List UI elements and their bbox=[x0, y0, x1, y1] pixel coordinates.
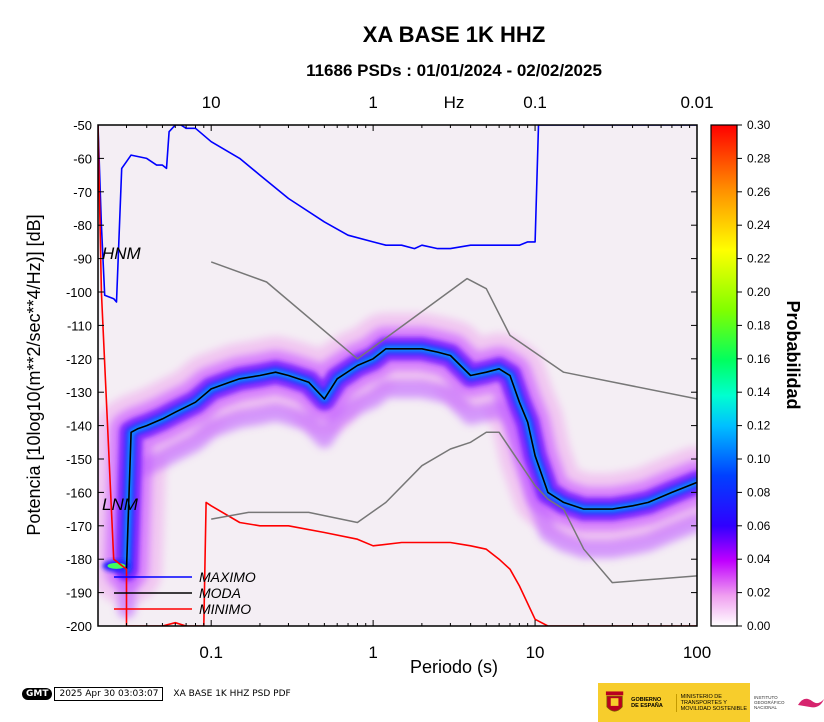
plot-frame bbox=[97, 124, 698, 627]
density-secondary bbox=[117, 379, 697, 619]
colorbar-tick-label: 0.06 bbox=[747, 519, 771, 533]
y-tick-label: -70 bbox=[73, 185, 92, 200]
y-axis-label: Potencia [10log10(m**2/sec**4/Hz)] [dB] bbox=[24, 214, 44, 535]
top-tick-label: 0.01 bbox=[680, 93, 713, 112]
colorbar-tick-label: 0.18 bbox=[747, 318, 771, 332]
y-tick-label: -180 bbox=[66, 552, 92, 567]
y-tick-label: -120 bbox=[66, 352, 92, 367]
colorbar-label: Probabilidad bbox=[783, 300, 803, 409]
top-tick-label: 1 bbox=[368, 93, 377, 112]
legend-label-minimo: MINIMO bbox=[199, 601, 251, 617]
colorbar-tick-label: 0.08 bbox=[747, 485, 771, 499]
y-tick-label: -90 bbox=[73, 252, 92, 267]
government-text: GOBIERNO DE ESPAÑA bbox=[631, 696, 663, 709]
x-tick-label: 1 bbox=[368, 643, 377, 662]
lnm-label: LNM bbox=[102, 495, 139, 514]
coat-of-arms-icon bbox=[605, 690, 624, 712]
chart-subtitle: 11686 PSDs : 01/01/2024 - 02/02/2025 bbox=[306, 61, 602, 80]
colorbar-tick-label: 0.22 bbox=[747, 252, 771, 266]
axes: 0.1 1 10 100 10 1 0.1 0.01 -200 -190 -180 -170 -160 -… bbox=[66, 93, 714, 662]
top-tick-label: 10 bbox=[202, 93, 221, 112]
y-tick-label: -60 bbox=[73, 151, 92, 166]
series-lnm-line bbox=[211, 431, 697, 584]
y-tick-label: -130 bbox=[66, 385, 92, 400]
government-logo: GOBIERNO DE ESPAÑA MINISTERIO DE TRANSPO… bbox=[598, 683, 750, 722]
institution-logos: GOBIERNO DE ESPAÑA MINISTERIO DE TRANSPO… bbox=[598, 683, 824, 722]
colorbar-tick-label: 0.04 bbox=[747, 552, 771, 566]
colorbar-tick-label: 0.10 bbox=[747, 452, 771, 466]
y-tick-label: -170 bbox=[66, 519, 92, 534]
colorbar-tick-label: 0.24 bbox=[747, 218, 771, 232]
y-tick-label: -80 bbox=[73, 218, 92, 233]
y-tick-label: -190 bbox=[66, 586, 92, 601]
gmt-logo: GMT bbox=[22, 688, 53, 700]
colorbar-tick-label: 0.26 bbox=[747, 185, 771, 199]
y-tick-label: -160 bbox=[66, 485, 92, 500]
colorbar-tick-label: 0.20 bbox=[747, 285, 771, 299]
legend-label-moda: MODA bbox=[199, 585, 241, 601]
hnm-label: HNM bbox=[102, 244, 142, 263]
footer-timestamp: 2025 Apr 30 03:03:07 bbox=[54, 687, 164, 701]
colorbar-tick-label: 0.12 bbox=[747, 419, 771, 433]
colorbar-tick-label: 0.14 bbox=[747, 385, 771, 399]
y-tick-label: -200 bbox=[66, 619, 92, 634]
chart-title: XA BASE 1K HHZ bbox=[363, 22, 546, 47]
series-hnm-line bbox=[210, 261, 697, 400]
colorbar-tick-label: 0.16 bbox=[747, 352, 771, 366]
psd-pdf-chart: XA BASE 1K HHZ 11686 PSDs : 01/01/2024 -… bbox=[24, 22, 803, 677]
y-tick-label: -150 bbox=[66, 452, 92, 467]
x-axis-label: Periodo (s) bbox=[410, 657, 498, 677]
series-moda-line bbox=[125, 347, 697, 570]
top-tick-label: 0.1 bbox=[523, 93, 547, 112]
colorbar-tick-label: 0.00 bbox=[747, 619, 771, 633]
colorbar bbox=[710, 124, 738, 627]
y-tick-label: -50 bbox=[73, 118, 92, 133]
colorbar-tick-label: 0.30 bbox=[747, 118, 771, 132]
ign-logo: INSTITUTO GEOGRÁFICO NACIONAL bbox=[750, 683, 824, 722]
top-axis-unit: Hz bbox=[444, 93, 465, 112]
y-tick-label: -100 bbox=[66, 285, 92, 300]
footer-label: XA BASE 1K HHZ PSD PDF bbox=[173, 689, 291, 699]
ign-text: INSTITUTO GEOGRÁFICO NACIONAL bbox=[754, 695, 785, 710]
x-tick-label: 100 bbox=[683, 643, 711, 662]
y-tick-label: -140 bbox=[66, 419, 92, 434]
series-maximo-line bbox=[98, 125, 697, 303]
colorbar-tick-label: 0.28 bbox=[747, 151, 771, 165]
ministry-text: MINISTERIO DE TRANSPORTES Y MOVILIDAD SO… bbox=[675, 693, 750, 712]
footer-stamp: GMT 2025 Apr 30 03:03:07 XA BASE 1K HHZ … bbox=[22, 686, 291, 702]
x-tick-label: 0.1 bbox=[199, 643, 223, 662]
x-tick-label: 10 bbox=[526, 643, 545, 662]
y-tick-label: -110 bbox=[67, 318, 92, 333]
colorbar-ticks: 0.00 0.02 0.04 0.06 0.08 0.10 0.12 0.14 0.16 0.18… bbox=[737, 118, 771, 633]
colorbar-tick-label: 0.02 bbox=[747, 586, 771, 600]
legend-label-maximo: MAXIMO bbox=[199, 569, 256, 585]
ign-emblem-icon bbox=[798, 698, 824, 707]
